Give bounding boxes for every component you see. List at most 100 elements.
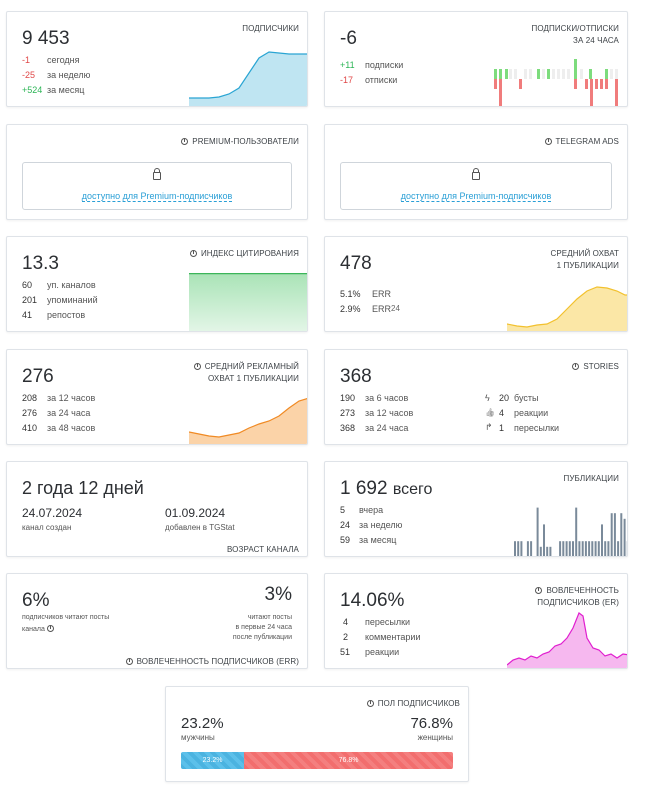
citation-card[interactable]: 13.3 индекс цитирования 60 уп. каналов 20…	[6, 236, 308, 332]
publications-bar	[562, 541, 565, 556]
title-line: 1 публикации	[556, 261, 619, 270]
thumbs-up-icon: 👍	[485, 408, 495, 417]
stat-label: за 12 часов	[365, 407, 414, 418]
stat-value: +11	[340, 59, 355, 70]
stat-row: 410 за 48 часов	[22, 420, 95, 435]
err-card[interactable]: 6% подписчиков читают посты канала 3% чи…	[6, 573, 308, 669]
subs-unsubs-card[interactable]: -6 подписки/отписки за 24 часа +11 подпис…	[324, 11, 628, 107]
stat-row: 51 реакции	[340, 644, 420, 659]
publications-chart	[514, 507, 627, 556]
label-line: подписчиков читают посты	[22, 614, 110, 621]
citation-total: 13.3	[22, 253, 59, 274]
premium-link-text[interactable]: доступно для Premium-подписчиков	[81, 191, 233, 202]
avg-reach-rows: 5.1% ERR 2.9% ERR 24	[340, 286, 400, 316]
ad-reach-card[interactable]: 276 средний рекламный охват 1 публикации…	[6, 349, 308, 445]
stat-value: 208	[22, 392, 38, 403]
subs-bar	[589, 69, 592, 79]
er-card[interactable]: 14.06% вовлеченность подписчиков (er) 4 п…	[324, 573, 628, 669]
publications-bar	[559, 541, 562, 556]
channel-age-card[interactable]: 2 года 12 дней 24.07.2024 канал создан 0…	[6, 461, 308, 557]
publications-bar	[514, 541, 516, 556]
publications-bar	[578, 541, 581, 556]
stat-label: комментарии	[365, 631, 421, 642]
premium-users-card[interactable]: premium-пользователи доступно для Premiu…	[6, 124, 308, 220]
stat-row: 201 упоминаний	[22, 292, 98, 307]
publications-bar	[530, 541, 533, 556]
stat-row: 👍 4 реакции	[485, 405, 559, 420]
stat-label: реакции	[514, 407, 549, 418]
premium-link[interactable]: доступно для Premium-подписчиков	[341, 191, 611, 202]
info-icon	[181, 138, 189, 145]
stat-row: 276 за 24 часа	[22, 405, 95, 420]
ad-reach-chart-line	[189, 397, 307, 438]
stat-row: ϟ 20 бусты	[485, 390, 559, 405]
publications-bar	[607, 541, 610, 556]
stat-value: 51	[340, 646, 351, 657]
premium-link[interactable]: доступно для Premium-подписчиков	[23, 191, 291, 202]
stories-rows: 190 за 6 часов 273 за 12 часов 368 за 24 ча…	[340, 390, 413, 435]
grid-dots	[509, 69, 618, 79]
stat-value: -17	[340, 74, 354, 85]
stat-label: подписки	[365, 59, 404, 70]
stat-label: за 12 часов	[47, 392, 96, 403]
stat-row: ↱ 1 пересылки	[485, 420, 559, 435]
stat-label: за месяц	[47, 84, 85, 95]
publications-bar	[620, 513, 623, 556]
ad-reach-total: 276	[22, 366, 54, 387]
premium-link-text[interactable]: доступно для Premium-подписчиков	[400, 191, 552, 202]
stat-row: 208 за 12 часов	[22, 390, 95, 405]
publications-card[interactable]: 1 692 всего публикации 5 вчера 24 за недел…	[324, 461, 628, 557]
ad-reach-rows: 208 за 12 часов 276 за 24 часа 410 за 48 ча…	[22, 390, 95, 435]
stat-row: 41 репостов	[22, 307, 98, 322]
info-icon	[572, 363, 580, 370]
info-icon	[189, 250, 197, 257]
telegram-ads-card[interactable]: telegram ads доступно для Premium-подпис…	[324, 124, 628, 220]
subscribers-card[interactable]: 9 453 подписчики -1 сегодня -25 за неделю …	[6, 11, 308, 107]
stat-row: 60 уп. каналов	[22, 277, 98, 292]
err-right-value: 3%	[264, 584, 292, 605]
avg-reach-chart-area	[507, 287, 627, 331]
avg-reach-card[interactable]: 478 средний охват 1 публикации 5.1% ERR 2…	[324, 236, 628, 332]
subscribers-chart-area	[189, 52, 307, 106]
publications-count: 1 692	[340, 478, 388, 499]
gender-title: пол подписчиков	[366, 698, 460, 710]
premium-lock-box[interactable]: доступно для Premium-подписчиков	[22, 162, 292, 210]
title-text: telegram ads	[555, 137, 619, 146]
subs-unsubs-rows: +11 подписки -17 отписки	[340, 57, 403, 87]
stat-row: -1 сегодня	[22, 52, 90, 67]
err-title: вовлеченность подписчиков (err)	[125, 656, 299, 668]
stat-row: 368 за 24 часа	[340, 420, 413, 435]
publications-bar	[626, 541, 627, 556]
info-icon	[125, 658, 133, 665]
label-line: после публикации	[232, 634, 292, 641]
unsubs-bar	[600, 79, 603, 89]
stat-label: бусты	[514, 392, 539, 403]
stat-label: ERR	[372, 303, 392, 314]
lock-icon	[472, 168, 480, 181]
stat-label: за 24 часа	[365, 422, 409, 433]
stories-card[interactable]: 368 stories 190 за 6 часов 273 за 12 часов…	[324, 349, 628, 445]
title-line: вовлеченность	[535, 585, 619, 597]
publications-bar	[588, 541, 591, 556]
stat-value: 1	[499, 422, 505, 433]
info-icon	[535, 587, 543, 594]
publications-bar	[526, 541, 529, 556]
info-icon[interactable]	[46, 625, 54, 632]
added-label: добавлен в TGStat	[165, 523, 235, 532]
stat-label: ERR	[372, 288, 392, 299]
er-total: 14.06%	[340, 590, 405, 611]
stat-value: 410	[22, 422, 38, 433]
publications-bar	[549, 546, 552, 556]
lightning-icon: ϟ	[485, 392, 490, 403]
gender-card[interactable]: пол подписчиков 23.2% мужчины 76.8% женщ…	[165, 686, 469, 782]
gender-bar-male: 23.2%	[181, 752, 245, 769]
stat-row: -25 за неделю	[22, 67, 90, 82]
unsubs-bar	[499, 79, 502, 106]
subscribers-chart	[189, 51, 307, 106]
stat-value: 59	[340, 534, 351, 545]
premium-lock-box[interactable]: доступно для Premium-подписчиков	[340, 162, 612, 210]
stories-total: 368	[340, 366, 372, 387]
publications-bar	[517, 541, 520, 556]
channel-age-title: возраст канала	[227, 545, 299, 554]
unsubs-bar	[585, 79, 588, 89]
